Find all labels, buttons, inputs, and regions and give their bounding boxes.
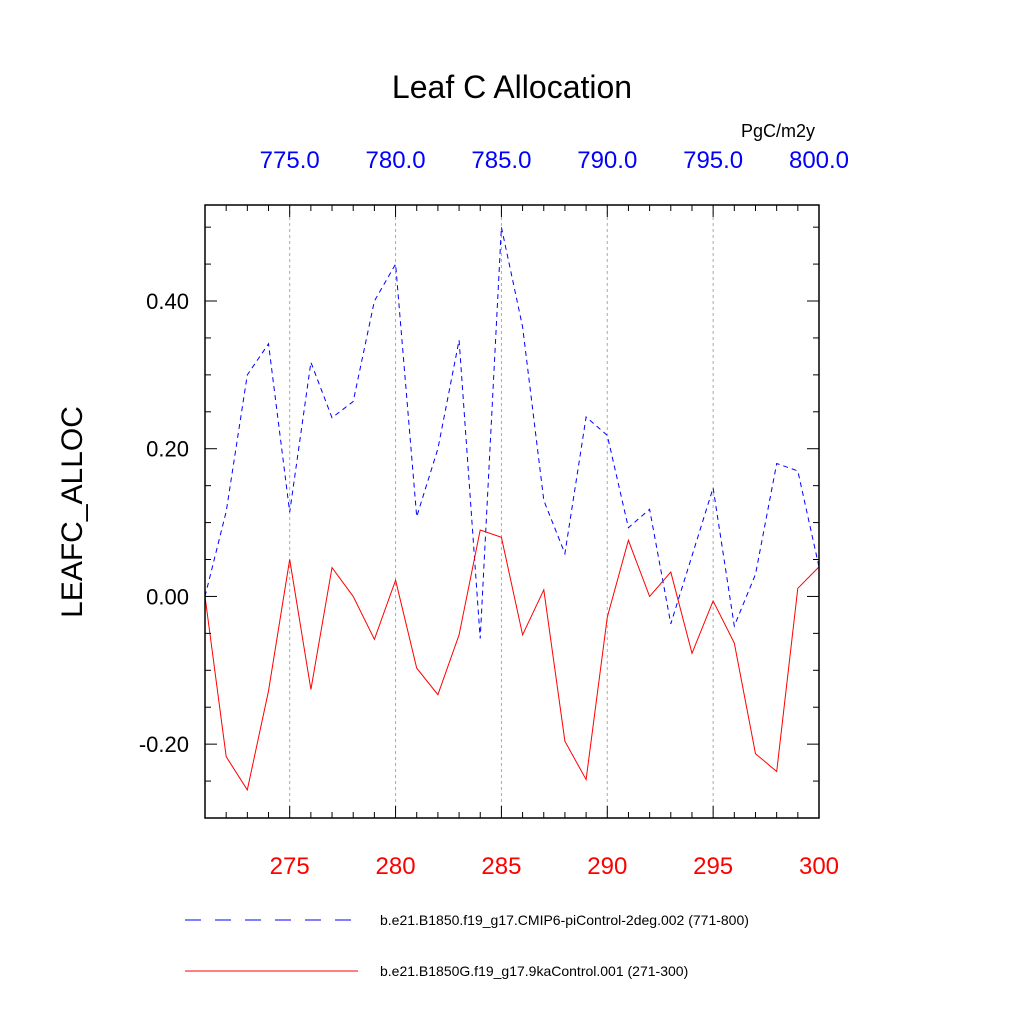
plot-frame	[204, 204, 820, 819]
y-tick-label: -0.20	[139, 732, 189, 757]
y-tick-label: 0.20	[146, 437, 189, 462]
legend: b.e21.B1850.f19_g17.CMIP6-piControl-2deg…	[185, 912, 749, 979]
legend-label-control: b.e21.B1850.f19_g17.CMIP6-piControl-2deg…	[380, 912, 749, 928]
bottom-tick-label: 295	[693, 853, 733, 880]
top-tick-label: 780.0	[366, 147, 426, 174]
bottom-tick-label: 275	[270, 853, 310, 880]
units-label: PgC/m2y	[741, 121, 815, 141]
top-tick-label: 785.0	[471, 147, 531, 174]
series-line-control	[204, 227, 820, 639]
series-layer	[204, 227, 820, 792]
top-tick-label: 800.0	[789, 147, 849, 174]
bottom-tick-label: 285	[481, 853, 521, 880]
bottom-tick-label: 290	[587, 853, 627, 880]
y-tick-label: 0.40	[146, 289, 189, 314]
series-line-9ka	[204, 529, 820, 792]
gridlines	[289, 205, 714, 818]
ticks	[204, 205, 820, 819]
top-tick-label: 790.0	[577, 147, 637, 174]
legend-label-9ka: b.e21.B1850G.f19_g17.9kaControl.001 (271…	[380, 963, 688, 979]
bottom-tick-label: 300	[799, 853, 839, 880]
chart-title: Leaf C Allocation	[392, 69, 632, 105]
y-tick-label: 0.00	[146, 584, 189, 609]
y-axis-label: LEAFC_ALLOC	[56, 406, 89, 618]
tick-labels: -0.20 0.00 0.20 0.40 275 280 285 290 295 300 775.0…	[139, 147, 849, 880]
bottom-tick-label: 280	[376, 853, 416, 880]
top-tick-label: 795.0	[683, 147, 743, 174]
top-tick-label: 775.0	[260, 147, 320, 174]
